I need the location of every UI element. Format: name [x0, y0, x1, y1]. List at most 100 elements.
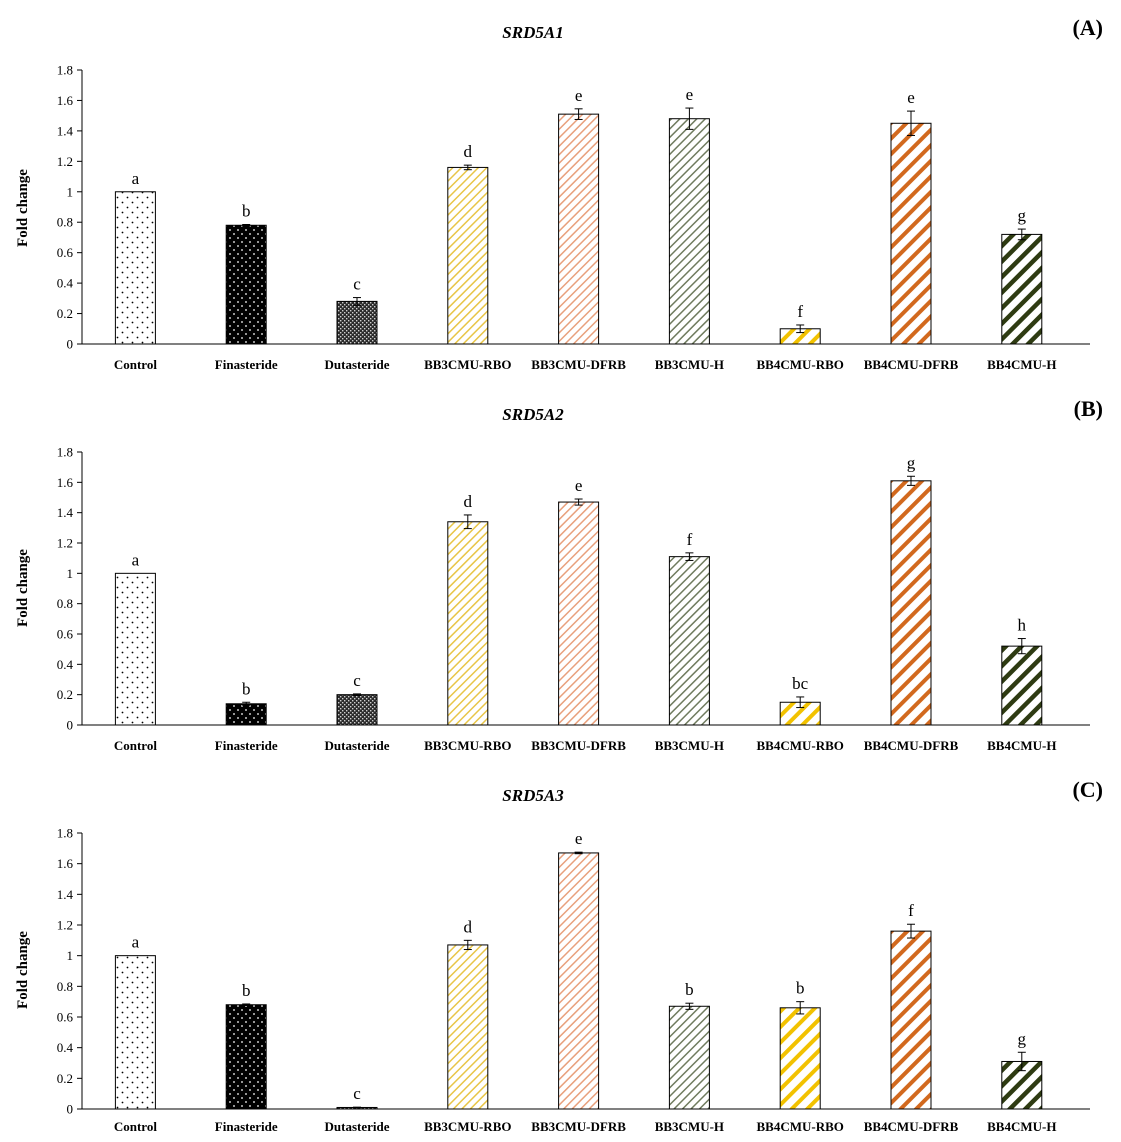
significance-letter: g: [907, 453, 916, 472]
significance-letter: d: [464, 492, 473, 511]
y-tick-label: 1: [67, 948, 74, 963]
y-tick-label: 0.8: [57, 979, 73, 994]
bar: [558, 852, 600, 1110]
x-tick-label: BB4CMU-DFRB: [864, 1119, 959, 1134]
x-tick-label: BB4CMU-RBO: [757, 357, 844, 372]
x-tick-label: BB4CMU-DFRB: [864, 357, 959, 372]
y-tick-label: 0.6: [57, 1010, 74, 1025]
x-tick-label: BB4CMU-DFRB: [864, 738, 959, 753]
bar: [890, 930, 932, 1110]
y-tick-label: 0.6: [57, 245, 74, 260]
bar: [668, 118, 710, 345]
y-tick-label: 1.2: [57, 918, 73, 933]
y-axis-label: Fold change: [15, 169, 31, 247]
y-tick-label: 0.8: [57, 215, 73, 230]
x-tick-label: BB3CMU-H: [655, 1119, 724, 1134]
panel-label: (B): [1074, 396, 1103, 421]
significance-letter: b: [796, 979, 805, 998]
y-tick-label: 1.2: [57, 536, 73, 551]
significance-letter: b: [685, 980, 694, 999]
y-tick-label: 0: [67, 337, 74, 352]
x-tick-label: BB3CMU-H: [655, 738, 724, 753]
y-tick-label: 0.2: [57, 1071, 73, 1086]
y-axis-label: Fold change: [15, 931, 31, 1009]
y-tick-label: 1.6: [57, 475, 74, 490]
significance-letter: d: [464, 142, 473, 161]
y-tick-label: 0: [67, 718, 74, 733]
bar: [447, 521, 489, 726]
significance-letter: d: [464, 917, 473, 936]
significance-letter: f: [687, 530, 693, 549]
bar: [890, 480, 932, 726]
significance-letter: c: [353, 275, 361, 294]
significance-letter: g: [1018, 206, 1027, 225]
bar: [668, 1005, 710, 1110]
y-tick-label: 1.8: [57, 445, 73, 460]
bar: [225, 224, 267, 345]
significance-letter: a: [132, 169, 140, 188]
significance-letter: b: [242, 981, 251, 1000]
x-tick-label: Control: [114, 1119, 157, 1134]
bar: [225, 1004, 267, 1110]
y-axis-label: Fold change: [15, 549, 31, 627]
y-tick-label: 0.4: [57, 276, 74, 291]
panel-a: SRD5A1 (A) Fold change 0 0.2 0.4 0.6 0.8 1 1.2 1.4…: [15, 15, 1103, 372]
bar: [114, 191, 156, 345]
significance-letter: c: [353, 1084, 361, 1103]
bar: [1001, 645, 1043, 726]
significance-letter: g: [1018, 1029, 1027, 1048]
y-tick-label: 1.8: [57, 63, 73, 78]
bar: [668, 556, 710, 726]
significance-letter: e: [575, 476, 583, 495]
x-tick-label: Dutasteride: [325, 357, 390, 372]
x-tick-label: Control: [114, 357, 157, 372]
x-tick-label: BB4CMU-RBO: [757, 1119, 844, 1134]
bar: [890, 122, 932, 345]
x-tick-label: Dutasteride: [325, 1119, 390, 1134]
x-tick-label: BB3CMU-RBO: [424, 738, 511, 753]
y-tick-label: 0.4: [57, 657, 74, 672]
x-tick-label: Control: [114, 738, 157, 753]
panel-label: (A): [1072, 15, 1103, 40]
x-tick-label: BB3CMU-DFRB: [531, 1119, 626, 1134]
bar: [114, 955, 156, 1110]
y-tick-label: 1.6: [57, 93, 74, 108]
panel-label: (C): [1072, 777, 1103, 802]
x-tick-label: BB4CMU-H: [987, 1119, 1056, 1134]
bar: [225, 703, 267, 726]
significance-letter: e: [907, 88, 915, 107]
bar: [558, 113, 600, 345]
x-tick-label: BB3CMU-DFRB: [531, 357, 626, 372]
x-tick-label: Finasteride: [215, 357, 278, 372]
y-tick-label: 1.6: [57, 856, 74, 871]
y-tick-label: 1.8: [57, 826, 73, 841]
x-tick-label: BB3CMU-RBO: [424, 1119, 511, 1134]
significance-letter: a: [132, 933, 140, 952]
y-tick-label: 1.4: [57, 887, 74, 902]
x-tick-label: BB3CMU-DFRB: [531, 738, 626, 753]
significance-letter: bc: [792, 674, 809, 693]
significance-letter: h: [1018, 616, 1027, 635]
significance-letter: a: [132, 550, 140, 569]
significance-letter: e: [575, 829, 583, 848]
y-tick-label: 1.2: [57, 154, 73, 169]
significance-letter: b: [242, 202, 251, 221]
y-tick-label: 0.2: [57, 306, 73, 321]
significance-letter: b: [242, 679, 251, 698]
x-tick-label: Finasteride: [215, 1119, 278, 1134]
y-tick-label: 1.4: [57, 123, 74, 138]
y-tick-label: 0.8: [57, 596, 73, 611]
y-tick-label: 0.6: [57, 627, 74, 642]
y-tick-label: 1: [67, 184, 74, 199]
x-tick-label: BB4CMU-RBO: [757, 738, 844, 753]
significance-letter: f: [797, 302, 803, 321]
y-tick-label: 0.4: [57, 1040, 74, 1055]
bar: [336, 694, 378, 726]
y-tick-label: 1.4: [57, 505, 74, 520]
x-tick-label: BB3CMU-RBO: [424, 357, 511, 372]
bar: [558, 501, 600, 726]
y-tick-label: 1: [67, 566, 74, 581]
bar: [447, 166, 489, 345]
bar: [447, 944, 489, 1110]
